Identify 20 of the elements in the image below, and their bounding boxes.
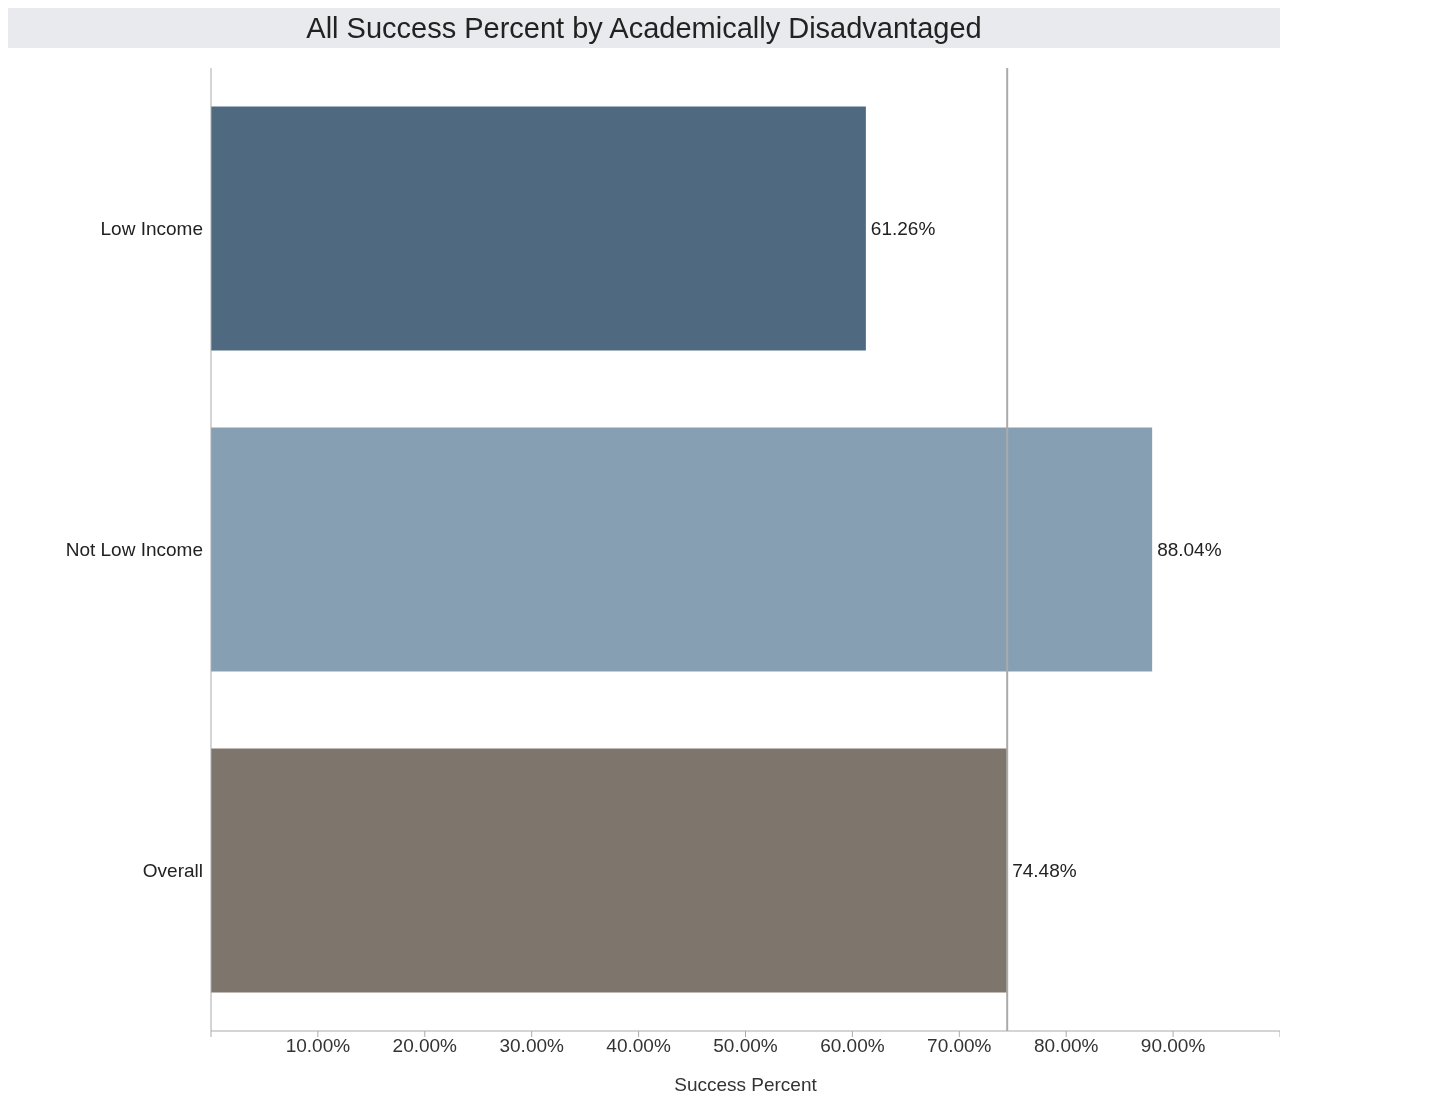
y-tick-label: Not Low Income bbox=[65, 539, 203, 561]
x-tick-label: 70.00% bbox=[927, 1035, 992, 1057]
data-label: 61.26% bbox=[870, 218, 936, 240]
x-axis-title: Success Percent bbox=[674, 1074, 818, 1095]
x-tick-label: 90.00% bbox=[1140, 1035, 1206, 1057]
data-label: 74.48% bbox=[1012, 860, 1077, 882]
x-tick-label: 80.00% bbox=[1033, 1035, 1099, 1057]
x-tick-label: 50.00% bbox=[713, 1035, 778, 1057]
y-tick-label: Overall bbox=[142, 860, 203, 882]
x-tick-label: 20.00% bbox=[392, 1035, 458, 1057]
x-tick-label: 10.00% bbox=[285, 1035, 351, 1057]
x-tick-label: 40.00% bbox=[606, 1035, 671, 1057]
chart-title: All Success Percent by Academically Disadvantaged bbox=[8, 8, 1280, 48]
y-tick-label: Low Income bbox=[100, 218, 203, 240]
x-tick-label: 60.00% bbox=[820, 1035, 885, 1057]
bar bbox=[211, 427, 1153, 672]
bar bbox=[211, 106, 866, 351]
data-label: 88.04% bbox=[1157, 539, 1222, 561]
x-tick-label: 30.00% bbox=[499, 1035, 565, 1057]
bar bbox=[211, 748, 1008, 993]
